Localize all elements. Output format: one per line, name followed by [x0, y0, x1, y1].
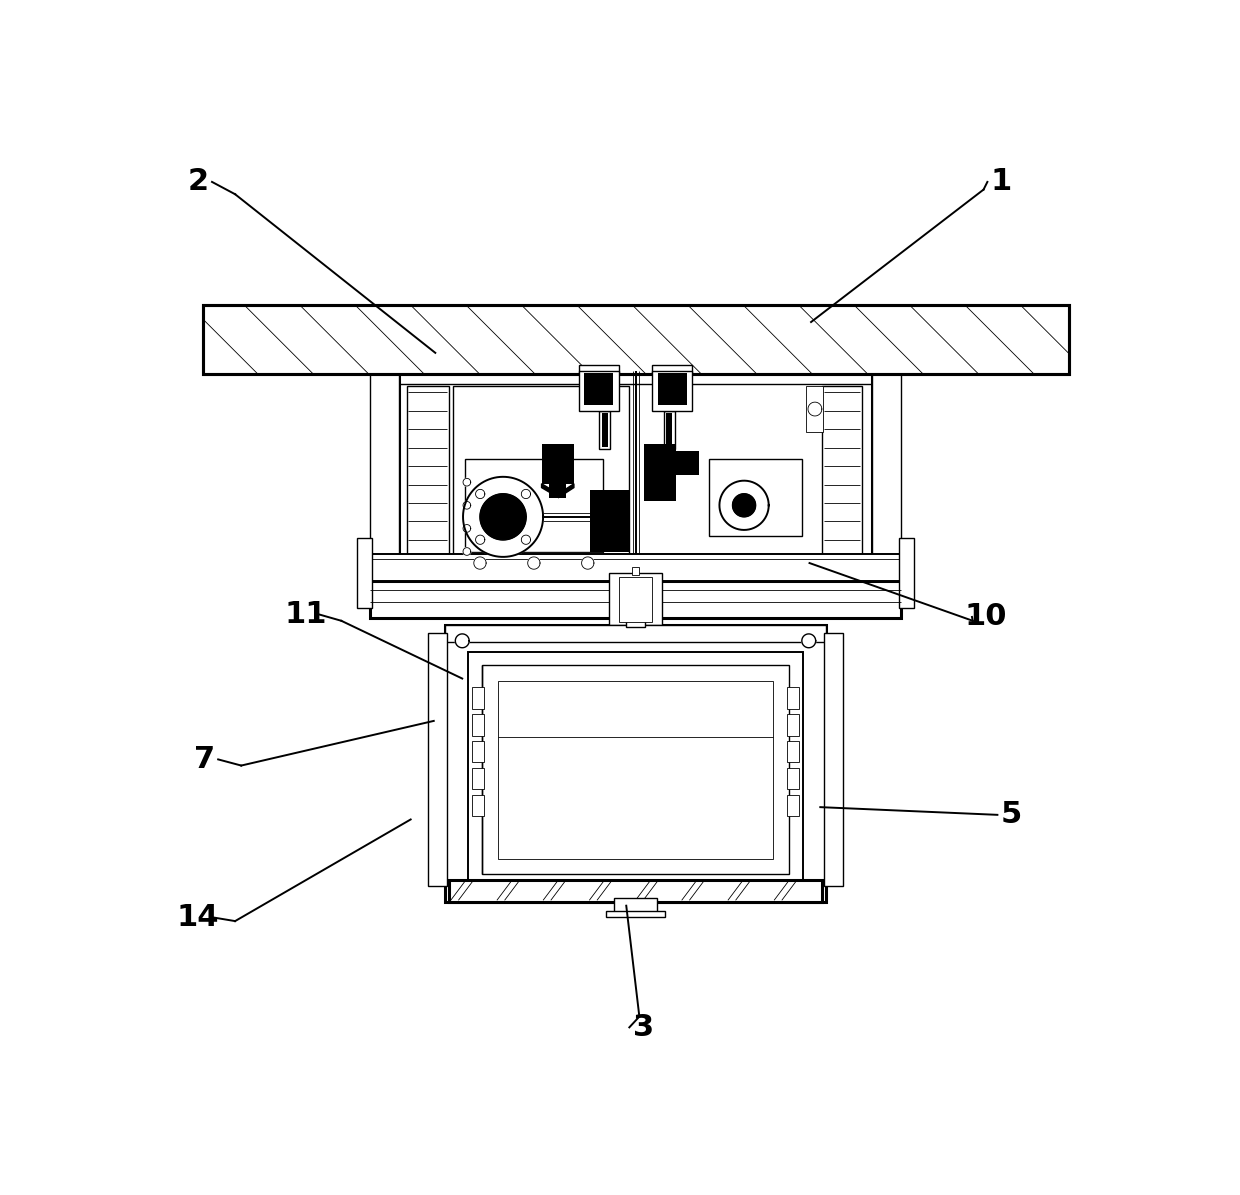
Bar [614, 897, 657, 915]
Polygon shape [463, 502, 471, 509]
Bar [549, 483, 567, 497]
Bar [449, 881, 822, 902]
Polygon shape [542, 484, 574, 497]
Bar [709, 459, 802, 537]
Bar [787, 768, 799, 790]
Bar [579, 366, 619, 374]
Bar [203, 305, 1069, 374]
Polygon shape [733, 494, 755, 517]
Text: 7: 7 [193, 744, 215, 774]
Bar [472, 687, 484, 709]
Text: 5: 5 [1001, 801, 1022, 829]
Bar [445, 625, 826, 902]
Bar [787, 795, 799, 816]
Bar [469, 652, 802, 887]
Bar [584, 373, 613, 405]
Bar [370, 553, 901, 581]
Bar [787, 687, 799, 709]
Bar [652, 366, 692, 374]
Polygon shape [480, 494, 526, 540]
Bar [453, 386, 629, 565]
Polygon shape [808, 403, 822, 416]
Polygon shape [719, 480, 769, 529]
Bar [601, 413, 608, 447]
Bar [822, 386, 862, 565]
Text: 11: 11 [285, 600, 327, 629]
Bar [619, 577, 652, 621]
Bar [472, 768, 484, 790]
Bar [872, 370, 901, 581]
Bar [472, 795, 484, 816]
Text: 3: 3 [632, 1013, 653, 1042]
Polygon shape [455, 633, 469, 648]
Bar [666, 413, 672, 447]
Bar [787, 713, 799, 736]
Bar [599, 411, 610, 449]
Polygon shape [463, 478, 471, 486]
Bar [644, 443, 676, 484]
Bar [472, 741, 484, 762]
Bar [445, 625, 826, 643]
Bar [787, 741, 799, 762]
Bar [465, 459, 603, 552]
Polygon shape [463, 477, 543, 557]
Bar [472, 713, 484, 736]
Bar [497, 681, 774, 859]
Text: 14: 14 [177, 902, 219, 932]
Bar [370, 370, 399, 581]
Bar [203, 305, 1069, 374]
Polygon shape [476, 490, 485, 498]
Bar [644, 483, 676, 502]
Polygon shape [528, 557, 541, 569]
Bar [428, 633, 446, 887]
Bar [465, 552, 603, 575]
Bar [626, 613, 645, 627]
Bar [652, 370, 692, 411]
Bar [806, 386, 823, 433]
Bar [399, 370, 872, 581]
Bar [370, 581, 901, 618]
Polygon shape [802, 633, 816, 648]
Polygon shape [521, 535, 531, 545]
Bar [825, 633, 843, 887]
Bar [676, 452, 699, 474]
Polygon shape [463, 525, 471, 532]
Bar [658, 373, 687, 405]
Bar [357, 539, 372, 608]
Bar [609, 574, 662, 625]
Bar [663, 411, 675, 449]
Bar [631, 566, 640, 575]
Polygon shape [474, 557, 486, 569]
Bar [899, 539, 914, 608]
Text: 2: 2 [187, 167, 208, 196]
Bar [579, 370, 619, 411]
Polygon shape [463, 547, 471, 556]
Polygon shape [521, 490, 531, 498]
Bar [407, 386, 449, 565]
Text: 10: 10 [965, 602, 1007, 631]
Polygon shape [476, 535, 485, 545]
Bar [542, 443, 574, 484]
Bar [590, 490, 629, 552]
Polygon shape [582, 557, 594, 569]
Bar [606, 911, 665, 918]
Text: 1: 1 [991, 167, 1012, 196]
Bar [482, 666, 789, 874]
